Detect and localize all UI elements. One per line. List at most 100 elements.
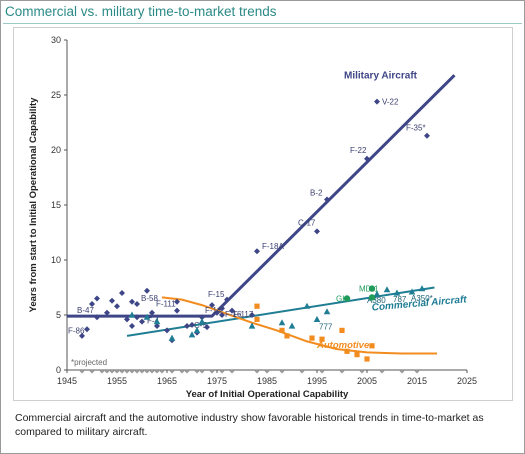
commercial-aircraft-point xyxy=(128,311,136,318)
projected-point xyxy=(219,368,225,374)
y-axis-title: Years from start to Initial Operational … xyxy=(28,97,39,313)
point-label: 787 xyxy=(393,295,407,304)
automotive-point xyxy=(284,333,290,339)
commercial-aircraft-point xyxy=(323,308,331,315)
x-tick-label: 1955 xyxy=(107,376,127,386)
projected-point xyxy=(184,368,190,374)
projected-point xyxy=(129,368,135,374)
point-label: A380 xyxy=(367,296,386,305)
military-aircraft-point xyxy=(149,309,155,316)
x-tick-label: 2005 xyxy=(357,376,377,386)
commercial-aircraft-circle-point xyxy=(343,295,351,302)
projected-point xyxy=(124,368,130,374)
commercial-aircraft-circle-point xyxy=(368,285,376,292)
point-label: F-14 xyxy=(205,306,222,315)
military-aircraft-point xyxy=(254,248,260,255)
commercial-aircraft-point xyxy=(383,286,391,293)
point-label: C-5 xyxy=(194,321,207,330)
commercial-aircraft-point xyxy=(153,318,161,325)
projected-point xyxy=(169,368,175,374)
projected-point xyxy=(264,368,270,374)
projected-point xyxy=(139,368,145,374)
y-tick-label: 5 xyxy=(56,310,61,320)
military-aircraft-point xyxy=(94,295,100,302)
projected-point xyxy=(229,368,235,374)
automotive-point xyxy=(369,343,375,349)
projected-point xyxy=(109,368,115,374)
military-aircraft-point xyxy=(94,314,100,321)
military-aircraft-point xyxy=(104,309,110,316)
military-aircraft-point xyxy=(374,98,380,105)
point-label: B-47 xyxy=(77,306,94,315)
projected-point xyxy=(119,368,125,374)
projected-point xyxy=(99,368,105,374)
commercial-aircraft-point xyxy=(248,322,256,329)
military-aircraft-point xyxy=(139,318,145,325)
commercial-aircraft-trend-line xyxy=(126,286,435,337)
military-aircraft-point xyxy=(124,316,130,323)
military-aircraft-point xyxy=(134,314,140,321)
commercial-aircraft-point xyxy=(143,313,151,320)
military-aircraft-point xyxy=(174,307,180,314)
point-label: B-2 xyxy=(310,189,323,198)
commercial-aircraft-point xyxy=(408,288,416,295)
commercial-aircraft-point xyxy=(193,326,201,333)
military-aircraft-trend-line xyxy=(67,74,456,318)
automotive-point xyxy=(254,316,260,322)
military-aircraft-point xyxy=(424,132,430,139)
projected-point xyxy=(114,368,120,374)
projected-point xyxy=(144,368,150,374)
commercial-aircraft-point xyxy=(313,315,321,322)
x-tick-label: 1975 xyxy=(207,376,227,386)
military-aircraft-point xyxy=(129,323,135,329)
military-aircraft-point xyxy=(154,323,160,329)
projected-point xyxy=(359,368,365,374)
projected-point xyxy=(299,368,305,374)
y-tick-label: 10 xyxy=(51,255,61,265)
x-tick-label: 2025 xyxy=(457,376,477,386)
commercial-aircraft-point xyxy=(303,302,311,309)
automotive-point xyxy=(344,348,350,354)
commercial-aircraft-point xyxy=(288,322,296,329)
military-aircraft-point xyxy=(89,301,95,307)
military-aircraft-point xyxy=(209,302,215,309)
military-aircraft-point xyxy=(224,296,230,303)
x-tick-label: 1985 xyxy=(257,376,277,386)
point-label: F-86 xyxy=(68,326,85,335)
commercial-aircraft-point xyxy=(418,285,426,292)
military-aircraft-point xyxy=(134,301,140,307)
y-tick-label: 15 xyxy=(51,200,61,210)
projected-point xyxy=(379,368,385,374)
commercial-aircraft-point xyxy=(393,289,401,296)
military-aircraft-point xyxy=(164,327,170,334)
military-aircraft-point xyxy=(314,228,320,235)
projected-point xyxy=(104,368,110,374)
projected-point xyxy=(209,368,215,374)
commercial-aircraft-point xyxy=(188,331,196,338)
projected-point xyxy=(79,368,85,374)
projected-point xyxy=(154,368,160,374)
point-label: F-18A xyxy=(262,242,284,251)
point-label: B-58 xyxy=(141,294,158,303)
commercial-aircraft-point xyxy=(168,334,176,341)
point-label: F-4 xyxy=(147,317,160,326)
automotive-point xyxy=(309,335,315,341)
automotive-point xyxy=(319,336,325,342)
chart-panel: 0 5 10 15 20 25 30 1945 1955 1965 1975 1985 1995 2005… xyxy=(13,27,513,401)
projected-point xyxy=(194,368,200,374)
x-tick-label: 1945 xyxy=(57,376,77,386)
point-label: F-111 xyxy=(156,300,176,309)
figure-title: Commercial vs. military time-to-market t… xyxy=(5,4,277,19)
commercial-aircraft-point xyxy=(198,318,206,325)
military-aircraft-point xyxy=(219,312,225,318)
military-aircraft-point xyxy=(219,305,225,312)
automotive-point xyxy=(364,356,370,362)
military-aircraft-point xyxy=(79,332,85,339)
military-aircraft-label: Military Aircraft xyxy=(344,71,418,82)
military-aircraft-point xyxy=(249,312,255,318)
x-axis-title: Year of Initial Operational Capability xyxy=(186,389,349,400)
projected-point xyxy=(319,368,325,374)
projected-point xyxy=(179,368,185,374)
x-tick-label: 1965 xyxy=(157,376,177,386)
military-aircraft-point xyxy=(84,326,90,333)
